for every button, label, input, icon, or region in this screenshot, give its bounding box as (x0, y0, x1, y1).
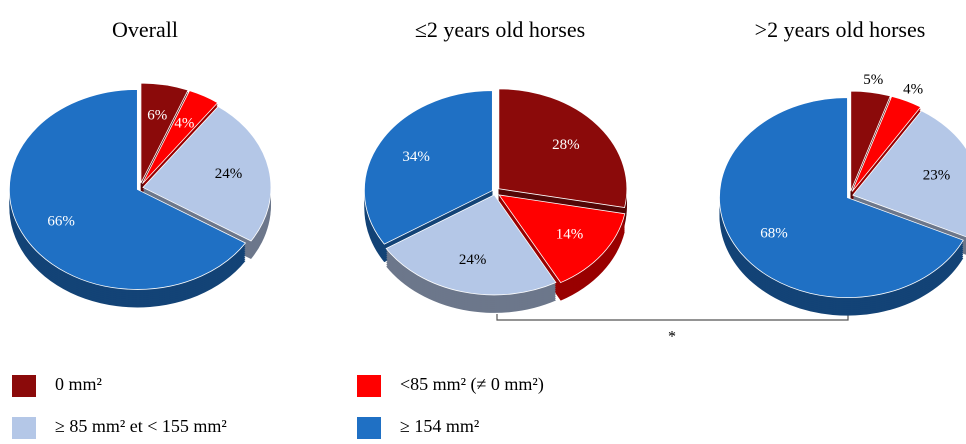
slice (851, 95, 922, 192)
legend-swatch (12, 417, 36, 439)
slice (363, 90, 493, 245)
bracket-line (496, 314, 849, 321)
chart-title: ≤2 years old horses (415, 17, 585, 42)
slice (142, 106, 272, 242)
legend-swatch (12, 375, 36, 397)
slice (850, 90, 891, 192)
pie: 5% 4% 23% 68% (719, 72, 966, 316)
data-label: 68% (760, 225, 788, 241)
slice (142, 90, 219, 184)
significance-bracket (496, 314, 849, 321)
legend-swatch (357, 417, 381, 439)
slice (385, 194, 557, 296)
legend-swatch (357, 375, 381, 397)
legend-label: ≥ 85 mm² et < 155 mm² (55, 416, 227, 436)
data-label: 24% (459, 252, 487, 268)
data-label: 5% (863, 72, 883, 88)
slice (852, 110, 966, 238)
pie: 6% 4% 24% 66% (9, 82, 272, 308)
slice (140, 82, 189, 184)
slice (498, 194, 626, 284)
data-label: 6% (147, 108, 167, 124)
legend-label: ≥ 154 mm² (400, 416, 479, 436)
annotation: * (668, 329, 676, 346)
data-label: 4% (903, 82, 923, 98)
data-label: 14% (556, 226, 584, 242)
chart-title: Overall (112, 17, 178, 42)
data-label: 4% (174, 115, 194, 131)
data-label: 28% (552, 137, 580, 153)
slice (498, 88, 628, 209)
data-label: 66% (47, 214, 75, 230)
slice (9, 89, 247, 290)
legend-label: <85 mm² (≠ 0 mm²) (400, 374, 544, 395)
slice (719, 97, 964, 298)
pie: 28% 14% 24% 34% (363, 88, 628, 313)
chart-title: >2 years old horses (755, 17, 926, 42)
data-label: 24% (215, 166, 243, 182)
data-label: 23% (923, 168, 951, 184)
data-label: 34% (402, 149, 430, 165)
legend-label: 0 mm² (55, 374, 102, 394)
